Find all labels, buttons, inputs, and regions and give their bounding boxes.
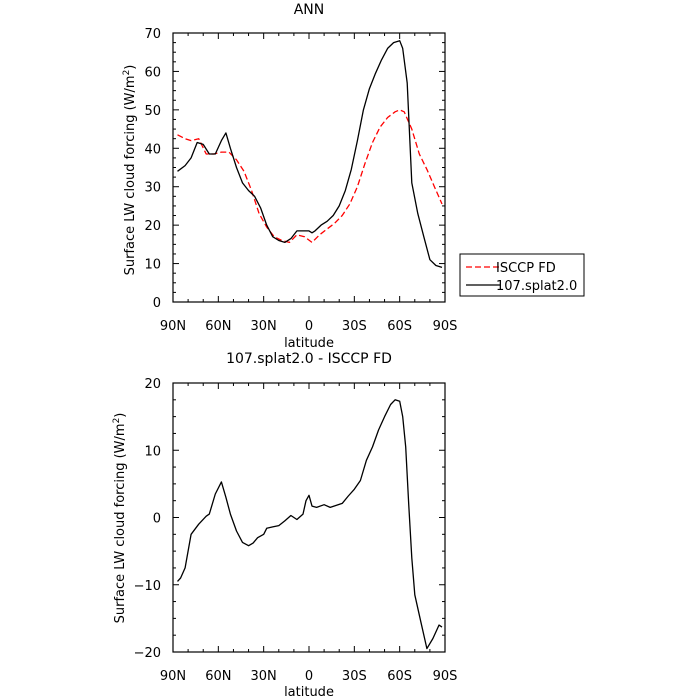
legend-box [459,253,585,297]
bottom-y-tick-label: 20 [144,377,161,392]
bottom-x-tick-label: 30N [251,669,277,684]
bottom-x-tick-label: 90S [433,669,458,684]
top-series-line-isccp-fd [177,109,443,244]
top-series-line-107-splat2-0 [177,40,443,269]
bottom-y-tick-label: −10 [134,579,161,594]
legend-entry-label: 107.splat2.0 [496,279,577,294]
top-y-tick-label: 70 [144,27,161,42]
top-y-tick-label: 20 [144,219,161,234]
bottom-y-tick-label: 0 [153,512,161,527]
top-x-axis-label: latitude [284,336,334,351]
bottom-plot-frame [172,382,446,653]
top-chart-title: ANN [294,2,325,18]
top-y-tick-label: 10 [144,258,161,273]
top-x-tick-label: 60N [205,319,231,334]
top-y-tick-label: 0 [153,296,161,311]
bottom-x-tick-label: 30S [342,669,367,684]
bottom-x-axis-label: latitude [284,685,334,700]
top-x-tick-label: 0 [305,319,313,334]
top-panel-annual-lw-cloud-forcing: ANN latitude Surface LW cloud forcing (W… [122,2,585,351]
top-x-tick-label: 30N [251,319,277,334]
bottom-x-tick-label: 90N [160,669,186,684]
legend: ISCCP FD 107.splat2.0 [459,253,585,297]
bottom-x-tick-label: 0 [305,669,313,684]
top-x-tick-label: 60S [387,319,412,334]
top-x-tick-label: 90S [433,319,458,334]
top-plot-frame [172,32,446,303]
legend-entry-label: ISCCP FD [496,261,556,276]
bottom-y-axis-label: Surface LW cloud forcing (W/m2) [112,413,128,624]
top-y-axis-label: Surface LW cloud forcing (W/m2) [122,65,138,276]
top-y-tick-label: 60 [144,65,161,80]
bottom-y-tick-label: 10 [144,444,161,459]
bottom-y-tick-label: −20 [134,646,161,661]
top-y-tick-label: 40 [144,142,161,157]
top-y-tick-label: 50 [144,104,161,119]
bottom-x-tick-label: 60N [205,669,231,684]
top-y-tick-label: 30 [144,181,161,196]
bottom-chart-title: 107.splat2.0 - ISCCP FD [226,351,392,367]
bottom-panel-difference: 107.splat2.0 - ISCCP FD latitude Surface… [112,351,457,700]
bottom-x-tick-label: 60S [387,669,412,684]
top-x-tick-label: 30S [342,319,367,334]
bottom-series-line-difference [177,399,443,650]
top-x-tick-label: 90N [160,319,186,334]
